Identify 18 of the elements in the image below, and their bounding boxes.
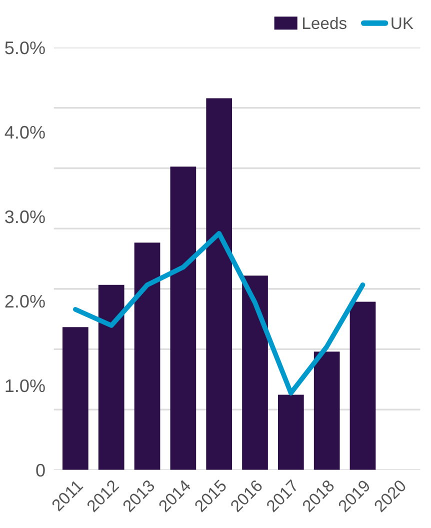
- line-series: [72, 230, 366, 396]
- y-tick-label: 0: [36, 464, 45, 477]
- legend-label: UK: [392, 17, 414, 30]
- bar: [134, 242, 160, 470]
- y-tick-label: 5.0%: [5, 41, 45, 54]
- y-tick-label: 1.0%: [6, 379, 45, 392]
- bar: [170, 166, 196, 470]
- bar: [278, 394, 304, 470]
- y-tick-label: 3.0%: [5, 210, 45, 224]
- bar: [98, 284, 124, 470]
- bar: [314, 352, 340, 470]
- bar: [350, 302, 376, 470]
- bar: [242, 276, 268, 470]
- legend-label: Leeds: [303, 16, 346, 30]
- bar: [62, 327, 88, 470]
- bar: [206, 98, 232, 470]
- y-tick-label: 2.0%: [5, 294, 45, 308]
- y-tick-label: 4.0%: [4, 126, 45, 139]
